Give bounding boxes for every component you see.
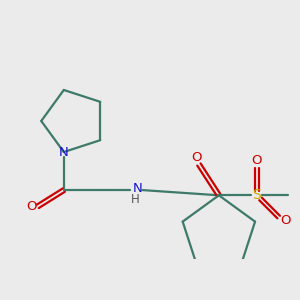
Text: O: O xyxy=(26,200,36,213)
Text: O: O xyxy=(252,154,262,167)
Text: N: N xyxy=(59,146,69,158)
Text: N: N xyxy=(133,182,143,195)
Text: S: S xyxy=(253,188,261,202)
Text: H: H xyxy=(131,193,140,206)
Text: O: O xyxy=(191,151,201,164)
Text: O: O xyxy=(281,214,291,227)
